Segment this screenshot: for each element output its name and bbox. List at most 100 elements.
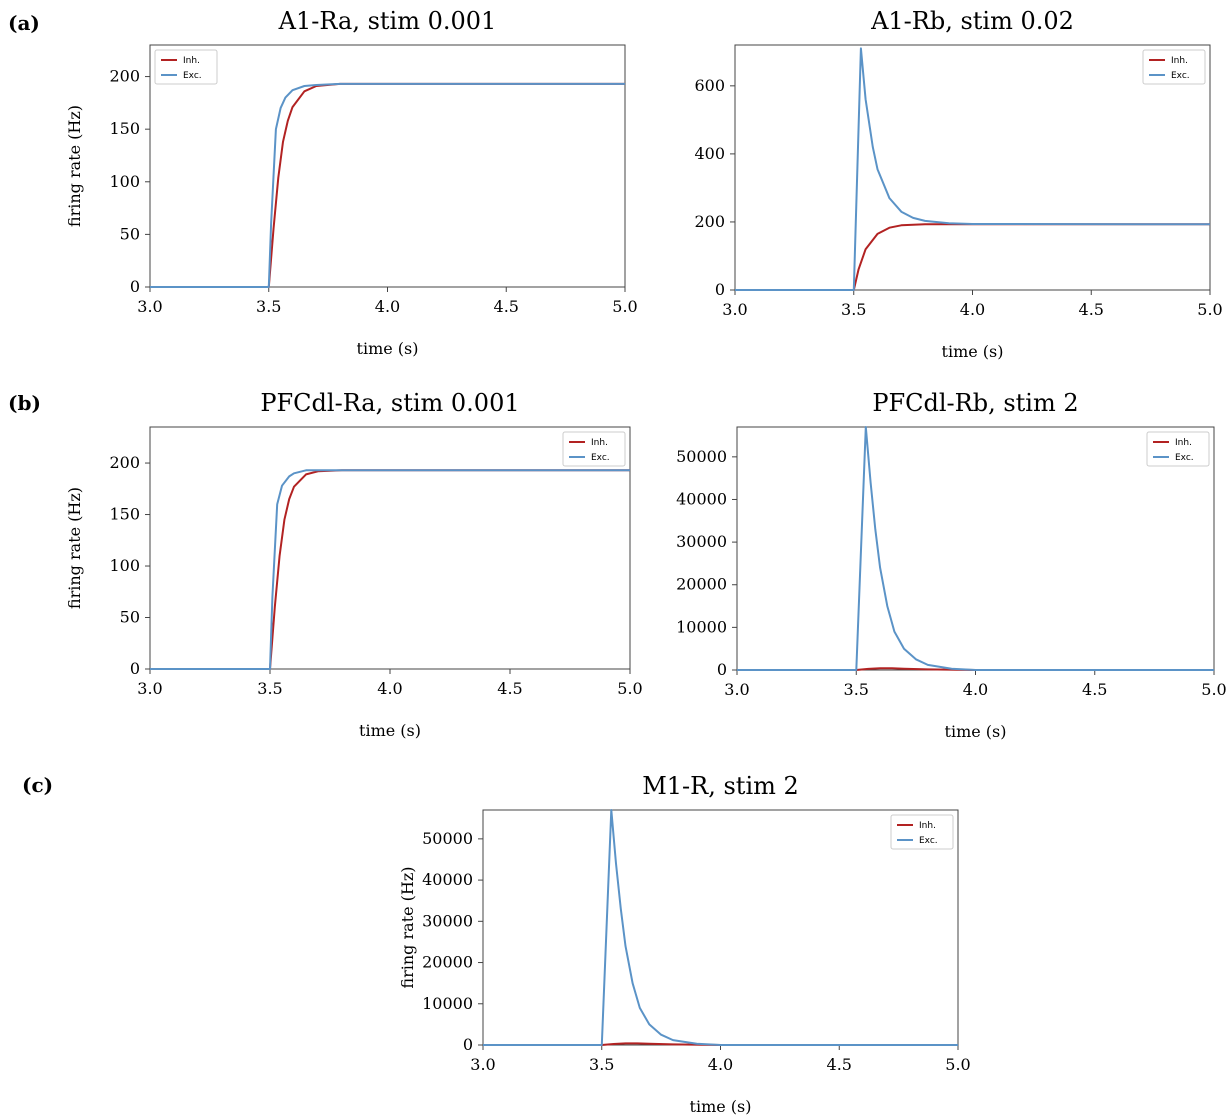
y-tick-label: 20000: [422, 953, 473, 972]
chart-5: M1-R, stim 2 3.0 3.5 4.0 4.5 5.0 0 10000 20000 30…: [398, 772, 971, 1116]
y-tick-label: 0: [130, 277, 140, 296]
y-axis-label: firing rate (Hz): [398, 866, 417, 988]
y-tick-label: 600: [694, 76, 725, 95]
x-tick-label: 4.0: [963, 680, 988, 699]
x-tick-label: 4.5: [497, 679, 522, 698]
chart-1: A1-Ra, stim 0.001 3.0 3.5 4.0 4.5 5.0 0 50 100 15…: [65, 7, 638, 358]
legend: Inh. Exc.: [562, 431, 626, 467]
x-tick-label: 4.0: [708, 1055, 733, 1074]
plot-frame: [482, 809, 959, 1046]
x-tick-label: 3.5: [256, 297, 281, 316]
legend: Inh. Exc.: [154, 49, 218, 85]
plot-frame: [736, 426, 1215, 671]
y-tick-label: 40000: [676, 489, 727, 508]
legend: Inh. Exc.: [890, 814, 954, 850]
series-line-exc: [737, 426, 1214, 671]
x-axis-label: time (s): [942, 342, 1004, 361]
x-tick-label: 4.5: [1082, 680, 1107, 699]
x-tick-label: 3.5: [589, 1055, 614, 1074]
y-tick-label: 50: [120, 608, 140, 627]
plot-frame: [149, 426, 631, 670]
y-tick-label: 50: [120, 224, 140, 243]
x-tick-label: 5.0: [612, 297, 637, 316]
x-tick-label: 5.0: [945, 1055, 970, 1074]
legend-entry: Exc.: [919, 836, 938, 846]
chart-2: A1-Rb, stim 0.02 3.0 3.5 4.0 4.5 5.0 0 200 400 60…: [694, 7, 1222, 361]
x-tick-label: 3.0: [137, 297, 162, 316]
series-line-inh: [150, 82, 625, 288]
y-axis-label: firing rate (Hz): [65, 105, 84, 227]
x-axis-label: time (s): [357, 339, 419, 358]
legend-entry: Inh.: [1171, 56, 1188, 66]
legend-entry: Exc.: [183, 71, 202, 81]
chart-title: PFCdl-Rb, stim 2: [872, 389, 1078, 417]
chart-title: M1-R, stim 2: [642, 772, 799, 800]
plot-frame: [149, 44, 626, 288]
x-tick-label: 5.0: [1197, 300, 1222, 319]
y-tick-label: 50000: [676, 447, 727, 466]
legend-entry: Inh.: [919, 821, 936, 831]
chart-4: PFCdl-Rb, stim 2 3.0 3.5 4.0 4.5 5.0 0 10000 200…: [676, 389, 1227, 741]
legend-entry: Exc.: [1175, 453, 1194, 463]
legend-entry: Inh.: [591, 438, 608, 448]
charts-group: A1-Ra, stim 0.001 3.0 3.5 4.0 4.5 5.0 0 50 100 15…: [65, 7, 1227, 1116]
y-tick-label: 200: [694, 212, 725, 231]
x-tick-label: 3.5: [841, 300, 866, 319]
y-tick-label: 0: [463, 1035, 473, 1054]
x-tick-label: 4.5: [827, 1055, 852, 1074]
x-tick-label: 3.0: [724, 680, 749, 699]
legend-entry: Inh.: [1175, 438, 1192, 448]
legend-entry: Exc.: [1171, 71, 1190, 81]
y-tick-label: 150: [109, 505, 140, 524]
chart-title: A1-Rb, stim 0.02: [870, 7, 1074, 35]
y-tick-label: 0: [715, 280, 725, 299]
y-tick-label: 400: [694, 144, 725, 163]
y-tick-label: 20000: [676, 575, 727, 594]
x-axis-label: time (s): [359, 721, 421, 740]
y-tick-label: 0: [717, 660, 727, 679]
x-tick-label: 4.0: [960, 300, 985, 319]
x-tick-label: 5.0: [1201, 680, 1226, 699]
series-line-exc: [483, 809, 958, 1046]
panel-label-b: (b): [8, 391, 41, 415]
y-tick-label: 30000: [676, 532, 727, 551]
y-tick-label: 50000: [422, 829, 473, 848]
series-line-exc: [150, 82, 625, 288]
y-tick-label: 40000: [422, 870, 473, 889]
x-tick-label: 3.0: [722, 300, 747, 319]
x-tick-label: 3.5: [844, 680, 869, 699]
x-axis-label: time (s): [945, 722, 1007, 741]
legend: Inh. Exc.: [1142, 49, 1206, 85]
legend-entry: Exc.: [591, 453, 610, 463]
series-line-exc: [735, 47, 1211, 291]
x-tick-label: 4.0: [375, 297, 400, 316]
panel-label-a: (a): [8, 11, 40, 35]
x-tick-label: 5.0: [617, 679, 642, 698]
x-tick-label: 3.5: [257, 679, 282, 698]
x-tick-label: 4.0: [377, 679, 402, 698]
y-tick-label: 100: [109, 172, 140, 191]
y-tick-label: 10000: [676, 617, 727, 636]
x-tick-label: 3.0: [137, 679, 162, 698]
y-axis-label: firing rate (Hz): [65, 487, 84, 609]
series-line-inh: [150, 469, 630, 670]
y-tick-label: 0: [130, 659, 140, 678]
chart-title: PFCdl-Ra, stim 0.001: [260, 389, 519, 417]
x-tick-label: 3.0: [470, 1055, 495, 1074]
y-tick-label: 30000: [422, 911, 473, 930]
x-tick-label: 4.5: [494, 297, 519, 316]
panel-label-c: (c): [22, 773, 53, 797]
y-tick-label: 150: [109, 119, 140, 138]
y-tick-label: 10000: [422, 994, 473, 1013]
plot-frame: [734, 44, 1211, 291]
chart-3: PFCdl-Ra, stim 0.001 3.0 3.5 4.0 4.5 5.0 0 50 10…: [65, 389, 643, 740]
chart-title: A1-Ra, stim 0.001: [278, 7, 497, 35]
legend: Inh. Exc.: [1146, 431, 1210, 467]
y-tick-label: 100: [109, 556, 140, 575]
series-line-exc: [150, 469, 630, 670]
y-tick-label: 200: [109, 67, 140, 86]
series-line-inh: [735, 223, 1210, 291]
x-axis-label: time (s): [690, 1097, 752, 1116]
y-tick-label: 200: [109, 453, 140, 472]
